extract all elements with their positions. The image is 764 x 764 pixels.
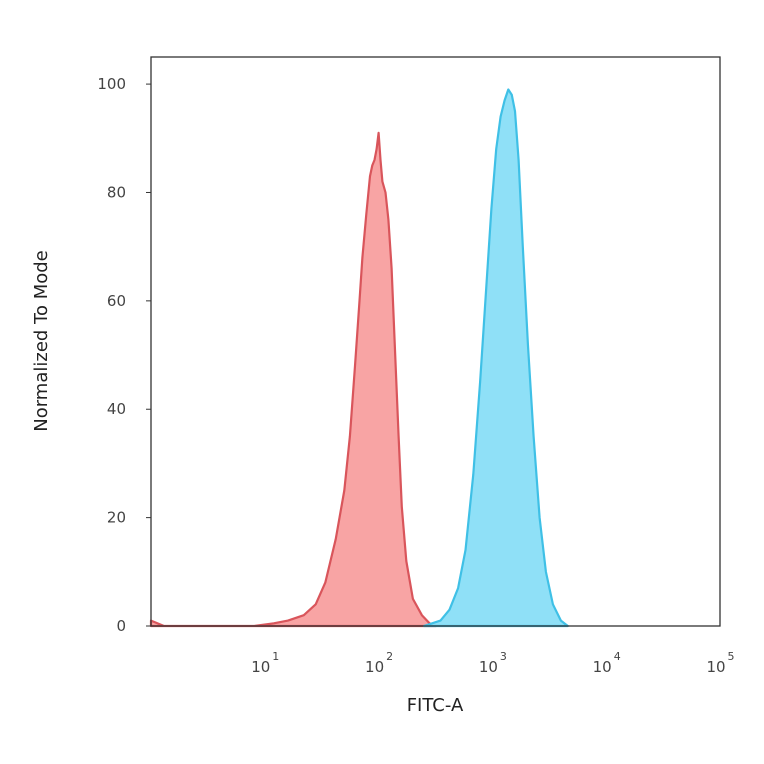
- series-2-area: [422, 88, 569, 628]
- x-tick-exponent: 1: [272, 650, 279, 663]
- x-tick-label: 10: [251, 658, 270, 676]
- x-tick-exponent: 4: [614, 650, 621, 663]
- y-tick-label: 0: [116, 617, 126, 635]
- x-tick-label: 10: [365, 658, 384, 676]
- x-tick-label: 10: [593, 658, 612, 676]
- x-axis-label: FITC-A: [407, 695, 464, 716]
- y-tick-label: 40: [107, 400, 126, 418]
- x-tick-label: 10: [706, 658, 725, 676]
- series-1-area: [149, 131, 438, 628]
- x-tick-label: 10: [479, 658, 498, 676]
- y-tick-label: 100: [97, 75, 126, 93]
- x-tick-exponent: 2: [386, 650, 393, 663]
- y-tick-label: 80: [107, 183, 126, 201]
- y-tick-label: 20: [107, 509, 126, 527]
- x-tick-exponent: 5: [728, 650, 735, 663]
- plot-frame: [150, 56, 721, 627]
- x-tick-exponent: 3: [500, 650, 507, 663]
- y-tick-label: 60: [107, 292, 126, 310]
- y-axis-label: Normalized To Mode: [31, 250, 52, 432]
- series-layer: [149, 88, 569, 628]
- y-axis: 0 20 40 60 80 100: [97, 75, 151, 635]
